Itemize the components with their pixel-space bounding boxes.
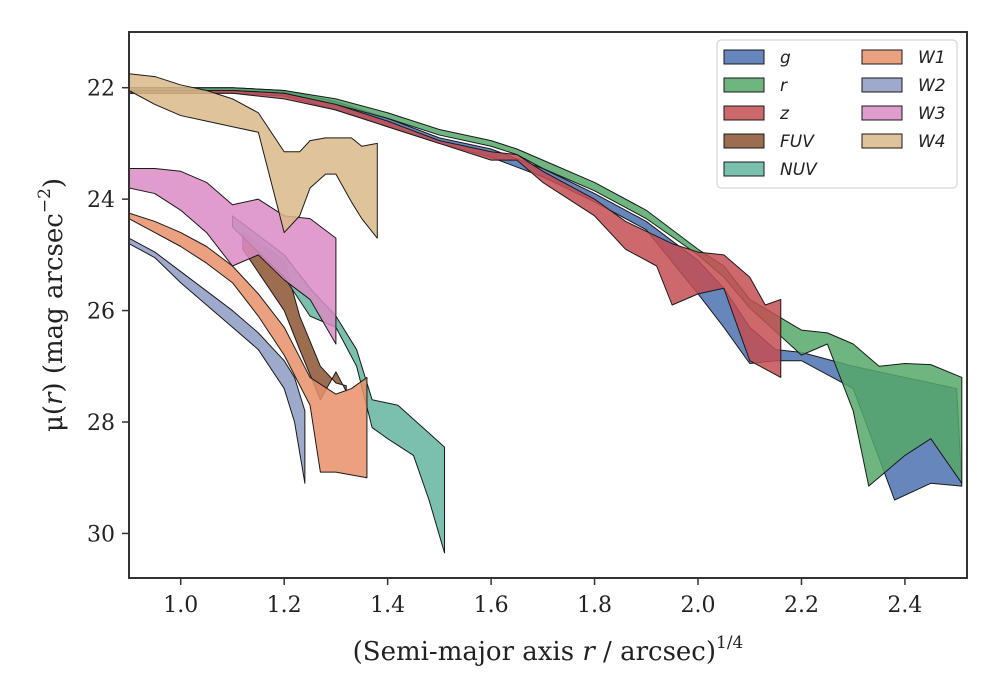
- band-w3: [129, 168, 337, 345]
- x-axis-title: (Semi-major axis r / arcsec)1/4: [353, 633, 744, 667]
- y-tick-label: 22: [87, 77, 115, 102]
- y-axis-title-tail: ) (mag arcsec: [39, 213, 69, 392]
- legend-label-z: z: [779, 104, 790, 124]
- x-tick-label: 2.2: [784, 593, 819, 618]
- x-tick-label: 1.0: [163, 593, 198, 618]
- x-axis-title-tail: / arcsec): [595, 637, 716, 667]
- x-tick-label: 2.4: [887, 593, 922, 618]
- band-r: [129, 87, 963, 487]
- legend-swatch-w4: [861, 133, 903, 149]
- x-axis-title-exponent: 1/4: [716, 633, 743, 653]
- x-axis-title-main: (Semi-major axis: [353, 637, 583, 667]
- legend-label-nuv: NUV: [780, 160, 818, 180]
- legend-label-g: g: [780, 48, 791, 68]
- x-axis-ticks: 1.0 1.2 1.4 1.6 1.8 2.0 2.2 2.4: [163, 578, 922, 618]
- y-axis-title-close: ): [39, 178, 69, 188]
- y-axis-title-var: r: [39, 391, 69, 405]
- band-nuv: [231, 215, 446, 554]
- legend-swatch-z: [723, 105, 765, 121]
- legend-box: [716, 39, 958, 189]
- band-w1: [129, 212, 368, 479]
- band-w4: [129, 73, 378, 239]
- plot-frame: [128, 31, 968, 579]
- legend-label-fuv: FUV: [780, 132, 815, 152]
- legend-label-w4: W4: [918, 132, 946, 152]
- band-w2: [129, 237, 306, 484]
- legend: grz FUV NUV W1 W2 W3 W4: [716, 39, 958, 189]
- y-tick-label: 26: [87, 300, 115, 325]
- x-tick-label: 1.2: [267, 593, 302, 618]
- legend-swatch-w3: [861, 105, 903, 121]
- legend-swatch-g: [723, 49, 765, 65]
- x-tick-label: 1.6: [474, 593, 509, 618]
- y-tick-label: 24: [87, 188, 115, 213]
- plot-area: [129, 73, 963, 554]
- x-tick-label: 1.8: [577, 593, 612, 618]
- legend-swatch-nuv: [723, 161, 765, 177]
- y-tick-label: 28: [87, 411, 115, 436]
- legend-label-w1: W1: [918, 48, 946, 68]
- y-axis-ticks: 22 24 26 28 30: [87, 77, 129, 547]
- y-axis-title-exponent: −2: [35, 188, 55, 213]
- legend-label-w3: W3: [918, 104, 946, 124]
- legend-label-w2: W2: [918, 76, 946, 96]
- legend-swatch-w1: [861, 49, 903, 65]
- y-axis-title-mu: μ(: [39, 405, 69, 432]
- x-tick-label: 2.0: [681, 593, 716, 618]
- legend-swatch-w2: [861, 77, 903, 93]
- legend-swatch-fuv: [723, 133, 765, 149]
- x-tick-label: 1.4: [370, 593, 405, 618]
- y-axis-title: μ(r) (mag arcsec−2): [35, 178, 69, 432]
- y-tick-label: 30: [87, 522, 115, 547]
- legend-label-r: r: [780, 76, 788, 96]
- band-z: [129, 90, 782, 378]
- x-axis-title-var: r: [582, 637, 596, 667]
- legend-swatch-r: [723, 77, 765, 93]
